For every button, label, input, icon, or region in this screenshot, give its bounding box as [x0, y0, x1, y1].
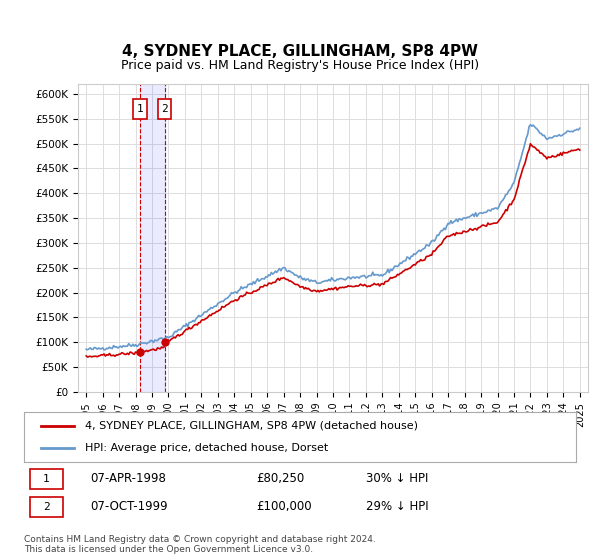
FancyBboxPatch shape: [29, 469, 62, 489]
FancyBboxPatch shape: [29, 497, 62, 517]
Text: Contains HM Land Registry data © Crown copyright and database right 2024.
This d: Contains HM Land Registry data © Crown c…: [24, 535, 376, 554]
Text: 1: 1: [137, 104, 143, 114]
Text: £80,250: £80,250: [256, 472, 304, 486]
FancyBboxPatch shape: [133, 99, 146, 119]
Text: 4, SYDNEY PLACE, GILLINGHAM, SP8 4PW (detached house): 4, SYDNEY PLACE, GILLINGHAM, SP8 4PW (de…: [85, 421, 418, 431]
Text: 30% ↓ HPI: 30% ↓ HPI: [366, 472, 428, 486]
Text: 1: 1: [43, 474, 49, 484]
Text: 4, SYDNEY PLACE, GILLINGHAM, SP8 4PW: 4, SYDNEY PLACE, GILLINGHAM, SP8 4PW: [122, 44, 478, 59]
FancyBboxPatch shape: [158, 99, 171, 119]
Text: Price paid vs. HM Land Registry's House Price Index (HPI): Price paid vs. HM Land Registry's House …: [121, 59, 479, 72]
Bar: [140, 84, 164, 392]
Text: 29% ↓ HPI: 29% ↓ HPI: [366, 500, 429, 514]
Text: HPI: Average price, detached house, Dorset: HPI: Average price, detached house, Dors…: [85, 443, 328, 453]
Text: £100,000: £100,000: [256, 500, 311, 514]
Text: 2: 2: [43, 502, 49, 512]
Text: 2: 2: [161, 104, 168, 114]
Text: 07-OCT-1999: 07-OCT-1999: [90, 500, 168, 514]
Text: 07-APR-1998: 07-APR-1998: [90, 472, 166, 486]
